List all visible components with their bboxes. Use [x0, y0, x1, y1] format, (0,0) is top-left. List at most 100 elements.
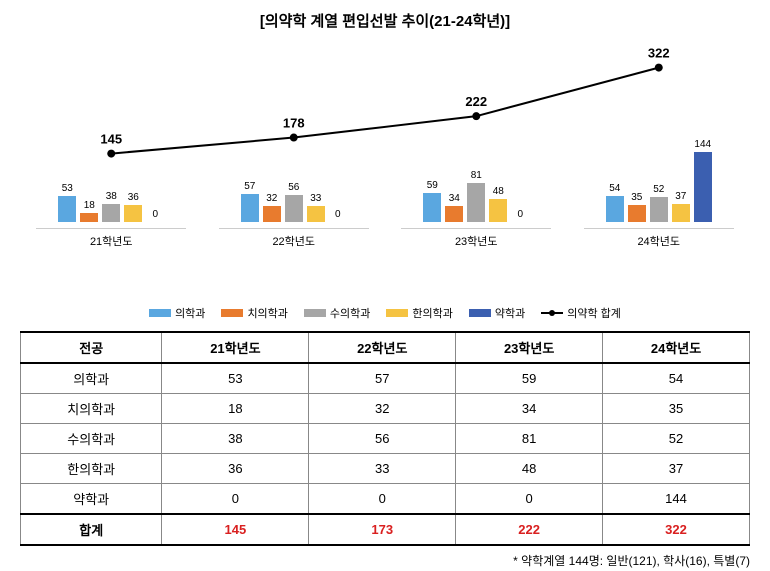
table-cell: 52: [603, 424, 750, 454]
bar: 0: [328, 209, 348, 222]
bar: 32: [262, 193, 282, 222]
table-cell: 합계: [21, 514, 162, 545]
table-cell: 0: [309, 484, 456, 515]
bar: 38: [101, 191, 121, 222]
table-header-cell: 21학년도: [162, 332, 309, 363]
bar-value-label: 81: [471, 170, 482, 181]
legend-label: 수의학과: [330, 305, 370, 321]
bar: 0: [145, 209, 165, 222]
legend-item: 약학과: [469, 305, 525, 321]
bar-value-label: 32: [266, 193, 277, 204]
bar: 53: [57, 183, 77, 222]
table-cell: 한의학과: [21, 454, 162, 484]
legend-item: 치의학과: [221, 305, 287, 321]
bar-value-label: 57: [244, 181, 255, 192]
bar: 37: [671, 191, 691, 222]
legend-item: 의학과: [149, 305, 205, 321]
x-axis-label: 23학년도: [401, 228, 551, 249]
table-cell: 34: [456, 394, 603, 424]
bar: 33: [306, 193, 326, 222]
table-row: 약학과000144: [21, 484, 750, 515]
x-axis-label: 24학년도: [584, 228, 734, 249]
bar-value-label: 48: [493, 186, 504, 197]
bar-value-label: 54: [609, 183, 620, 194]
legend: 의학과치의학과수의학과한의학과약학과의약학 합계: [20, 305, 750, 321]
legend-label: 의학과: [175, 305, 205, 321]
table-cell: 38: [162, 424, 309, 454]
bar: 54: [605, 183, 625, 222]
table-row: 의학과53575954: [21, 363, 750, 394]
legend-swatch: [386, 309, 408, 317]
table-cell: 0: [162, 484, 309, 515]
footnote: * 약학계열 144명: 일반(121), 학사(16), 특별(7): [20, 552, 750, 569]
bar: 18: [79, 200, 99, 222]
table-cell: 18: [162, 394, 309, 424]
table-cell: 54: [603, 363, 750, 394]
bar-value-label: 33: [310, 193, 321, 204]
legend-item: 한의학과: [386, 305, 452, 321]
table-cell: 수의학과: [21, 424, 162, 454]
bar-value-label: 53: [62, 183, 73, 194]
table-cell: 222: [456, 514, 603, 545]
bar-value-label: 0: [335, 209, 341, 220]
table-cell: 81: [456, 424, 603, 454]
bar-group: 54 35 52 37 144 24학년도: [584, 52, 734, 249]
table-cell: 36: [162, 454, 309, 484]
bar: 81: [466, 170, 486, 222]
table-cell: 144: [603, 484, 750, 515]
table-cell: 치의학과: [21, 394, 162, 424]
bar-group: 59 34 81 48 0 23학년도: [401, 52, 551, 249]
legend-swatch: [149, 309, 171, 317]
table-cell: 59: [456, 363, 603, 394]
legend-line-swatch: [541, 309, 563, 317]
legend-item: 수의학과: [304, 305, 370, 321]
bar-value-label: 36: [128, 192, 139, 203]
table-header-cell: 전공: [21, 332, 162, 363]
bar: 48: [488, 186, 508, 222]
bar: 36: [123, 192, 143, 222]
bar-value-label: 0: [517, 209, 523, 220]
table-cell: 약학과: [21, 484, 162, 515]
bar-group: 53 18 38 36 0 21학년도: [36, 52, 186, 249]
bar: 35: [627, 192, 647, 222]
bar: 59: [422, 180, 442, 222]
data-table: 전공21학년도22학년도23학년도24학년도 의학과53575954치의학과18…: [20, 331, 750, 546]
table-cell: 145: [162, 514, 309, 545]
legend-swatch: [304, 309, 326, 317]
table-header-cell: 24학년도: [603, 332, 750, 363]
bar: 34: [444, 193, 464, 223]
table-cell: 48: [456, 454, 603, 484]
table-cell: 56: [309, 424, 456, 454]
chart: 145178222322 53183836021학년도57325633022학년…: [20, 39, 750, 299]
x-axis-label: 21학년도: [36, 228, 186, 249]
bar-value-label: 52: [653, 184, 664, 195]
table-row: 치의학과18323435: [21, 394, 750, 424]
bar-value-label: 18: [84, 200, 95, 211]
legend-label: 한의학과: [412, 305, 452, 321]
table-cell: 0: [456, 484, 603, 515]
legend-label: 치의학과: [247, 305, 287, 321]
table-cell: 32: [309, 394, 456, 424]
bar: 144: [693, 139, 713, 222]
bar-value-label: 34: [449, 193, 460, 204]
bar: 57: [240, 181, 260, 222]
bar-value-label: 0: [152, 209, 158, 220]
legend-swatch: [469, 309, 491, 317]
bar-value-label: 144: [694, 139, 711, 150]
table-cell: 35: [603, 394, 750, 424]
table-cell: 의학과: [21, 363, 162, 394]
table-row: 합계145173222322: [21, 514, 750, 545]
bar: 56: [284, 182, 304, 222]
table-cell: 173: [309, 514, 456, 545]
x-axis-label: 22학년도: [219, 228, 369, 249]
table-cell: 33: [309, 454, 456, 484]
bar-value-label: 35: [631, 192, 642, 203]
bar-value-label: 56: [288, 182, 299, 193]
bar-group: 57 32 56 33 0 22학년도: [219, 52, 369, 249]
bar-value-label: 59: [427, 180, 438, 191]
table-cell: 322: [603, 514, 750, 545]
bar: 52: [649, 184, 669, 222]
bar: 0: [510, 209, 530, 222]
bar-value-label: 38: [106, 191, 117, 202]
table-header-cell: 23학년도: [456, 332, 603, 363]
